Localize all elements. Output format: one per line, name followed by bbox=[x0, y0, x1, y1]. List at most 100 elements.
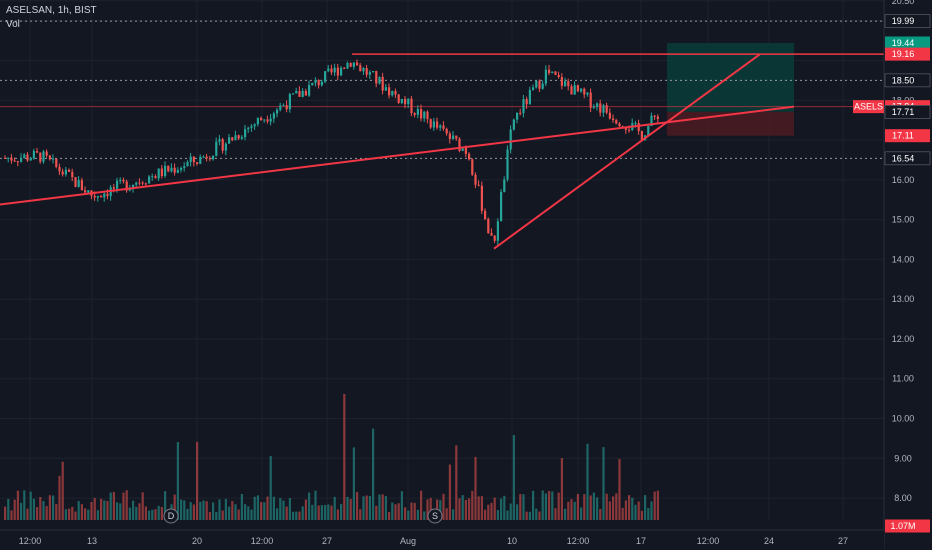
candle-body[interactable] bbox=[336, 67, 339, 76]
candle-body[interactable] bbox=[253, 124, 256, 127]
candle-body[interactable] bbox=[493, 235, 496, 241]
candle-body[interactable] bbox=[314, 80, 317, 83]
candle-body[interactable] bbox=[359, 65, 362, 72]
candle-body[interactable] bbox=[410, 98, 413, 114]
candle-body[interactable] bbox=[68, 169, 71, 172]
candle-body[interactable] bbox=[29, 158, 32, 161]
candle-body[interactable] bbox=[186, 162, 189, 167]
candle-body[interactable] bbox=[388, 87, 391, 96]
candle-body[interactable] bbox=[397, 94, 400, 103]
candle-body[interactable] bbox=[458, 138, 461, 151]
candle-body[interactable] bbox=[557, 74, 560, 77]
candle-body[interactable] bbox=[157, 168, 160, 179]
candle-body[interactable] bbox=[624, 127, 627, 130]
candle-body[interactable] bbox=[327, 68, 330, 72]
symbol-title[interactable]: ASELSAN, 1h, BIST bbox=[6, 5, 97, 16]
candle-body[interactable] bbox=[487, 219, 490, 233]
price-tag[interactable] bbox=[884, 14, 931, 28]
candle-body[interactable] bbox=[240, 137, 243, 139]
candle-body[interactable] bbox=[471, 159, 474, 175]
candle-body[interactable] bbox=[272, 113, 275, 119]
candle-body[interactable] bbox=[308, 85, 311, 96]
candle-body[interactable] bbox=[7, 157, 10, 159]
candle-body[interactable] bbox=[490, 232, 493, 236]
candle-body[interactable] bbox=[87, 190, 90, 193]
candle-body[interactable] bbox=[519, 112, 522, 114]
candle-body[interactable] bbox=[71, 171, 74, 178]
candle-body[interactable] bbox=[535, 80, 538, 88]
candle-body[interactable] bbox=[112, 187, 115, 189]
candle-body[interactable] bbox=[352, 62, 355, 67]
candle-body[interactable] bbox=[426, 111, 429, 120]
candle-body[interactable] bbox=[464, 147, 467, 154]
candle-body[interactable] bbox=[276, 109, 279, 114]
candle-body[interactable] bbox=[292, 93, 295, 95]
candle-body[interactable] bbox=[586, 92, 589, 95]
candle-body[interactable] bbox=[436, 121, 439, 128]
candle-body[interactable] bbox=[61, 171, 64, 175]
candle-body[interactable] bbox=[448, 133, 451, 140]
candle-body[interactable] bbox=[532, 87, 535, 90]
candle-body[interactable] bbox=[378, 76, 381, 84]
candle-body[interactable] bbox=[528, 89, 531, 105]
candle-body[interactable] bbox=[576, 85, 579, 92]
candle-body[interactable] bbox=[96, 196, 99, 198]
candle-body[interactable] bbox=[103, 193, 106, 198]
candle-body[interactable] bbox=[365, 68, 368, 75]
candle-body[interactable] bbox=[573, 85, 576, 95]
candle-body[interactable] bbox=[583, 88, 586, 95]
candle-body[interactable] bbox=[74, 177, 77, 187]
candle-body[interactable] bbox=[394, 91, 397, 95]
candle-body[interactable] bbox=[442, 125, 445, 129]
candle-body[interactable] bbox=[266, 119, 269, 122]
candle-body[interactable] bbox=[100, 196, 103, 198]
candle-body[interactable] bbox=[263, 119, 266, 121]
candle-body[interactable] bbox=[362, 68, 365, 72]
candle-body[interactable] bbox=[135, 182, 138, 185]
candle-body[interactable] bbox=[384, 87, 387, 91]
candle-body[interactable] bbox=[58, 166, 61, 172]
candle-body[interactable] bbox=[640, 131, 643, 140]
candle-body[interactable] bbox=[343, 67, 346, 69]
candle-body[interactable] bbox=[36, 151, 39, 153]
candle-body[interactable] bbox=[247, 127, 250, 130]
price-tag[interactable] bbox=[885, 129, 930, 143]
candle-body[interactable] bbox=[42, 151, 45, 162]
candle-body[interactable] bbox=[605, 105, 608, 113]
symbol-price-tag[interactable] bbox=[853, 100, 884, 114]
candle-body[interactable] bbox=[500, 191, 503, 222]
candle-body[interactable] bbox=[52, 158, 55, 160]
candle-body[interactable] bbox=[340, 67, 343, 76]
candle-body[interactable] bbox=[141, 182, 144, 184]
candle-body[interactable] bbox=[77, 180, 80, 187]
candle-body[interactable] bbox=[548, 69, 551, 74]
candle-body[interactable] bbox=[122, 179, 125, 182]
candle-body[interactable] bbox=[317, 80, 320, 86]
candle-body[interactable] bbox=[474, 174, 477, 185]
candle-body[interactable] bbox=[602, 105, 605, 113]
candle-body[interactable] bbox=[256, 117, 259, 125]
candle-body[interactable] bbox=[64, 169, 67, 175]
candle-body[interactable] bbox=[416, 109, 419, 115]
candle-body[interactable] bbox=[567, 81, 570, 87]
candle-body[interactable] bbox=[228, 137, 231, 144]
candle-body[interactable] bbox=[48, 155, 51, 160]
candle-body[interactable] bbox=[202, 156, 205, 158]
candle-body[interactable] bbox=[231, 137, 234, 141]
trendline-rising[interactable] bbox=[493, 53, 761, 250]
candle-body[interactable] bbox=[608, 112, 611, 119]
candle-body[interactable] bbox=[176, 169, 179, 173]
candle-body[interactable] bbox=[452, 135, 455, 140]
candle-body[interactable] bbox=[167, 165, 170, 172]
candle-body[interactable] bbox=[349, 63, 352, 67]
candle-body[interactable] bbox=[116, 180, 119, 189]
candle-body[interactable] bbox=[391, 91, 394, 96]
candle-body[interactable] bbox=[333, 67, 336, 73]
candle-body[interactable] bbox=[324, 71, 327, 82]
candle-body[interactable] bbox=[311, 82, 314, 86]
candle-body[interactable] bbox=[420, 109, 423, 119]
candle-body[interactable] bbox=[541, 83, 544, 89]
candle-body[interactable] bbox=[221, 139, 224, 151]
